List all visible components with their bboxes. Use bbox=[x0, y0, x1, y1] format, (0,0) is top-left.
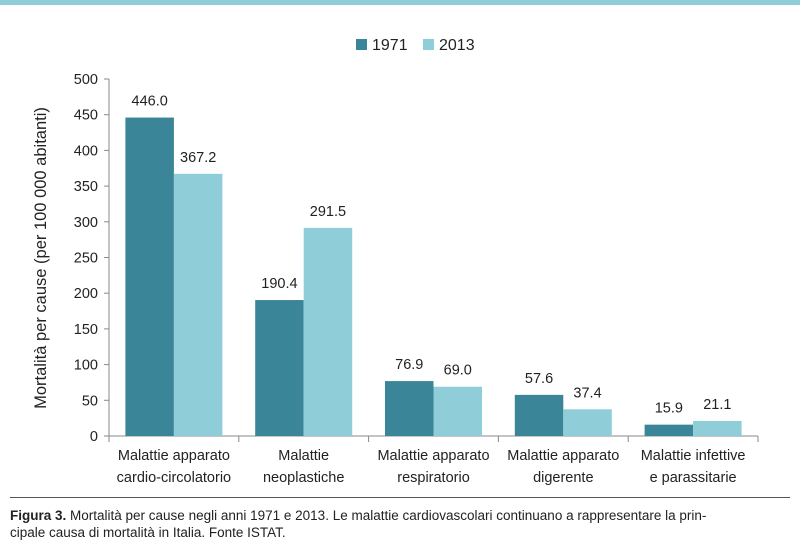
legend-swatch-2013 bbox=[423, 39, 434, 50]
figure-caption: Figura 3. Mortalità per cause negli anni… bbox=[10, 507, 790, 541]
x-tick-label: Malattie apparato respiratorio bbox=[377, 448, 489, 486]
data-label-2013-2: 291.5 bbox=[310, 204, 346, 220]
legend-label-2013: 2013 bbox=[439, 37, 475, 54]
bar-2013-4 bbox=[563, 409, 612, 436]
caption-text-line2: cipale causa di mortalità in Italia. Fon… bbox=[10, 525, 286, 540]
x-tick-label: Malattie neoplastiche bbox=[263, 448, 344, 486]
x-axis: Malattie apparato cardio-circolatorio Mala… bbox=[108, 435, 759, 486]
caption-text-line1: Mortalità per cause negli anni 1971 e 20… bbox=[66, 508, 707, 523]
y-tick-label: 100 bbox=[74, 358, 98, 374]
bar-1971-2 bbox=[255, 300, 304, 436]
y-tick-label: 500 bbox=[74, 72, 98, 88]
x-tick-label: Malattie apparato digerente bbox=[507, 448, 619, 486]
bar-2013-3 bbox=[433, 386, 482, 436]
caption-rule bbox=[10, 497, 790, 498]
legend-label-1971: 1971 bbox=[372, 37, 408, 54]
x-tick-label: Malattie infettive e parassitarie bbox=[641, 448, 746, 486]
bars bbox=[125, 117, 742, 436]
data-label-1971-1: 446.0 bbox=[132, 94, 168, 110]
value-labels: 446.0 190.4 76.9 57.6 15.9 367.2 291.5 69.0 37.4… bbox=[132, 94, 732, 417]
data-label-1971-4: 57.6 bbox=[525, 371, 553, 387]
legend-swatch-1971 bbox=[356, 39, 367, 50]
y-tick-label: 400 bbox=[74, 143, 98, 159]
bar-1971-4 bbox=[514, 394, 564, 436]
y-tick-label: 200 bbox=[74, 286, 98, 302]
y-tick-label: 300 bbox=[74, 215, 98, 231]
data-label-2013-5: 21.1 bbox=[703, 397, 731, 413]
legend: 1971 2013 bbox=[356, 37, 475, 54]
top-rule bbox=[0, 0, 800, 5]
y-tick-label: 50 bbox=[82, 393, 98, 409]
y-tick-label: 150 bbox=[74, 322, 98, 338]
y-tick-label: 0 bbox=[90, 429, 98, 445]
data-label-2013-4: 37.4 bbox=[573, 385, 601, 401]
bar-1971-1 bbox=[125, 117, 174, 436]
data-label-2013-3: 69.0 bbox=[444, 363, 472, 379]
data-label-1971-5: 15.9 bbox=[655, 401, 683, 417]
y-tick-label: 250 bbox=[74, 251, 98, 267]
y-tick-label: 450 bbox=[74, 108, 98, 124]
bar-2013-5 bbox=[693, 420, 742, 436]
y-axis: 0 50 100 150 200 250 300 350 400 450 500 bbox=[74, 72, 110, 445]
caption-label: Figura 3. bbox=[10, 508, 67, 523]
bar-2013-1 bbox=[173, 173, 223, 436]
bar-1971-3 bbox=[385, 381, 434, 436]
data-label-1971-2: 190.4 bbox=[261, 276, 297, 292]
bar-1971-5 bbox=[644, 424, 694, 436]
data-label-2013-1: 367.2 bbox=[180, 150, 216, 166]
data-label-1971-3: 76.9 bbox=[395, 357, 423, 373]
bar-2013-2 bbox=[303, 227, 353, 436]
x-tick-label: Malattie apparato cardio-circolatorio bbox=[117, 448, 231, 486]
y-tick-label: 350 bbox=[74, 179, 98, 195]
bar-chart: 1971 2013 050100150200250300350400450500 … bbox=[32, 37, 759, 486]
y-axis-label: Mortalità per cause (per 100 000 abitant… bbox=[32, 107, 50, 409]
